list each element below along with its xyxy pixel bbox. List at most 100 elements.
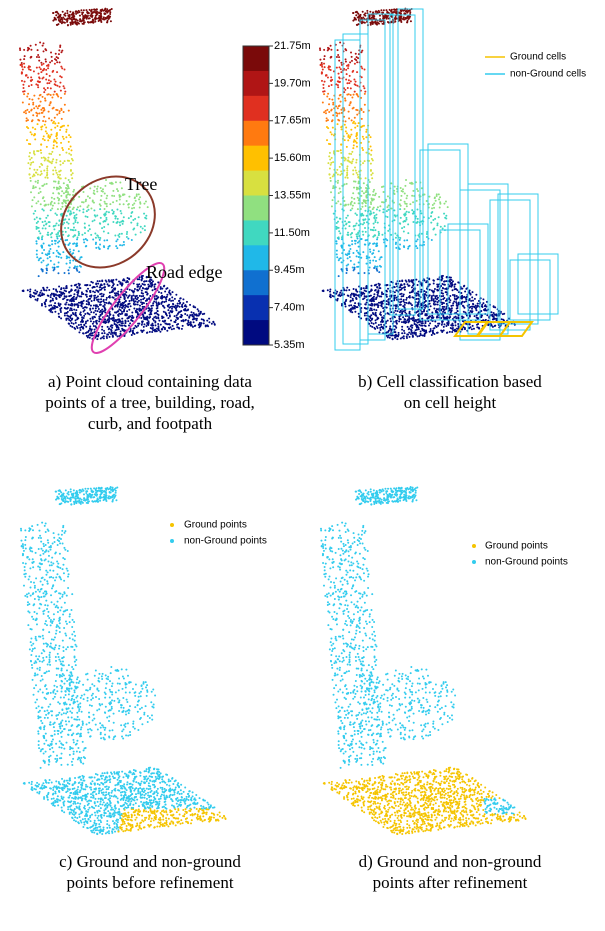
point xyxy=(436,195,438,197)
point xyxy=(411,325,413,327)
point xyxy=(173,321,175,323)
point xyxy=(117,293,119,295)
point xyxy=(160,286,162,288)
point xyxy=(339,188,341,190)
point xyxy=(80,305,82,307)
point xyxy=(54,117,56,119)
point xyxy=(79,210,81,212)
point xyxy=(29,174,31,176)
point xyxy=(325,112,327,114)
point xyxy=(430,305,432,307)
point xyxy=(28,155,30,157)
point xyxy=(379,210,381,212)
point xyxy=(69,309,71,311)
point xyxy=(374,215,376,217)
point xyxy=(405,17,407,19)
point xyxy=(117,314,119,316)
point xyxy=(106,297,108,299)
point xyxy=(366,255,368,257)
point xyxy=(365,152,367,154)
point xyxy=(400,195,402,197)
point xyxy=(97,186,99,188)
point xyxy=(22,91,24,93)
point xyxy=(399,286,401,288)
point xyxy=(147,293,149,295)
point xyxy=(136,311,138,313)
point xyxy=(322,84,324,86)
point xyxy=(182,319,184,321)
point xyxy=(439,207,441,209)
point xyxy=(357,233,359,235)
point xyxy=(340,152,342,154)
point xyxy=(86,216,88,218)
point xyxy=(431,312,433,314)
point xyxy=(340,191,342,193)
point xyxy=(123,241,125,243)
point xyxy=(171,296,173,298)
point xyxy=(120,289,122,291)
point xyxy=(193,318,195,320)
point xyxy=(345,300,347,302)
point xyxy=(196,319,198,321)
point xyxy=(45,227,47,229)
point xyxy=(128,196,130,198)
point xyxy=(66,188,68,190)
point xyxy=(503,313,505,315)
point xyxy=(87,313,89,315)
point xyxy=(337,84,339,86)
point xyxy=(89,337,91,339)
point xyxy=(343,200,345,202)
point xyxy=(196,318,198,320)
point xyxy=(71,299,73,301)
point xyxy=(101,190,103,192)
point xyxy=(363,182,365,184)
point xyxy=(142,283,144,285)
point xyxy=(348,82,350,84)
point xyxy=(45,253,47,255)
point xyxy=(330,164,332,166)
point xyxy=(47,215,49,217)
point xyxy=(137,223,139,225)
point xyxy=(345,217,347,219)
point xyxy=(463,316,465,318)
point xyxy=(45,305,47,307)
point xyxy=(86,239,88,241)
point xyxy=(405,217,407,219)
point xyxy=(47,264,49,266)
point xyxy=(21,72,23,74)
point xyxy=(360,195,362,197)
point xyxy=(332,175,334,177)
point xyxy=(174,298,176,300)
point xyxy=(453,284,455,286)
point xyxy=(93,8,95,10)
point xyxy=(95,320,97,322)
point xyxy=(70,145,72,147)
point xyxy=(95,14,97,16)
point xyxy=(423,310,425,312)
point xyxy=(357,266,359,268)
point xyxy=(423,290,425,292)
point xyxy=(86,206,88,208)
point xyxy=(93,299,95,301)
point xyxy=(94,297,96,299)
point xyxy=(370,145,372,147)
point xyxy=(383,17,385,19)
point xyxy=(472,303,474,305)
point xyxy=(346,82,348,84)
point xyxy=(321,62,323,64)
point xyxy=(331,157,333,159)
point xyxy=(39,81,41,83)
point xyxy=(63,293,65,295)
point xyxy=(175,294,177,296)
point xyxy=(107,326,109,328)
point xyxy=(37,107,39,109)
point xyxy=(143,297,145,299)
point xyxy=(59,129,61,131)
point xyxy=(442,275,444,277)
point xyxy=(360,307,362,309)
point xyxy=(60,307,62,309)
point xyxy=(68,134,70,136)
point xyxy=(444,225,446,227)
point xyxy=(143,323,145,325)
point xyxy=(110,329,112,331)
